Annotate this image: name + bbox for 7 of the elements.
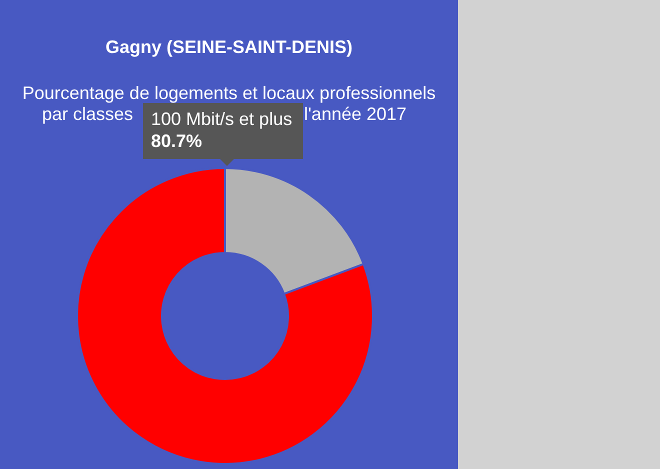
chart-title: Gagny (SEINE-SAINT-DENIS) [104, 37, 354, 57]
text: par classes [42, 104, 133, 124]
slice-label: 100 Mbit/s et plus [151, 109, 292, 130]
data-label: 80.7% [151, 131, 202, 152]
text: l'année 2017 [304, 104, 407, 124]
donut-slice [76, 167, 374, 465]
chart-subtitle: Pourcentage de logements et locaux professionnels [21, 83, 437, 103]
